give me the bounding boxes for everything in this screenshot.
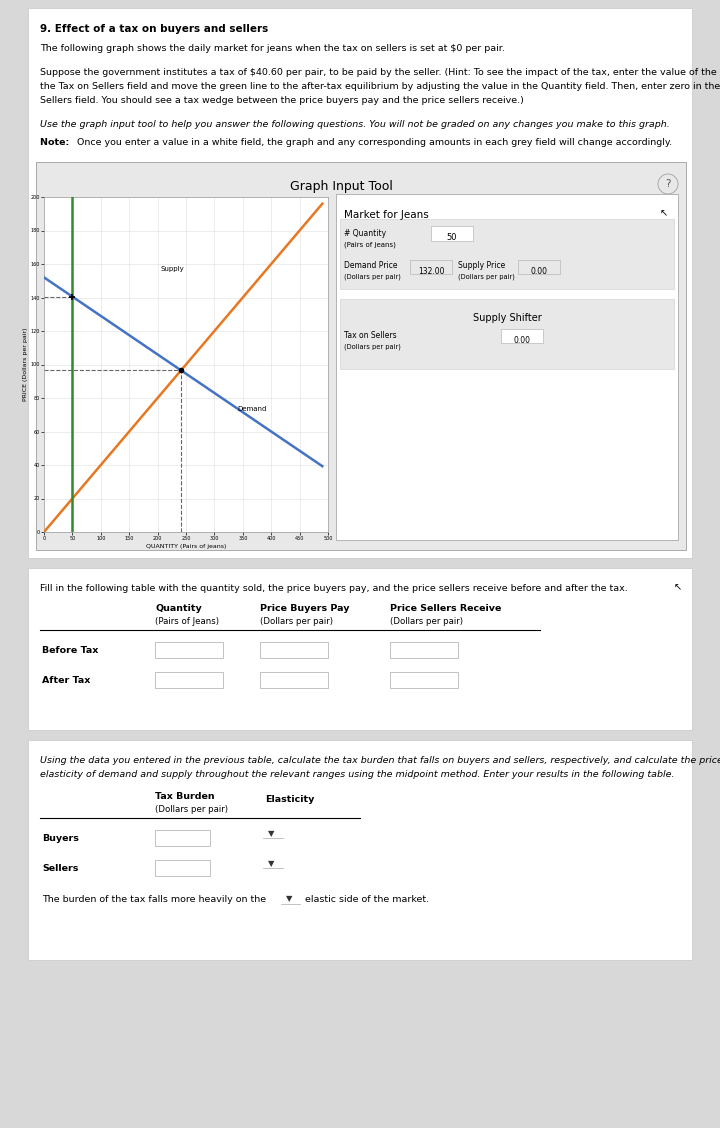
Text: The following graph shows the daily market for jeans when the tax on sellers is : The following graph shows the daily mark… <box>40 44 505 53</box>
FancyBboxPatch shape <box>260 642 328 658</box>
FancyBboxPatch shape <box>36 162 686 550</box>
Text: # Quantity: # Quantity <box>344 229 386 238</box>
FancyBboxPatch shape <box>155 830 210 846</box>
Text: Use the graph input tool to help you answer the following questions. You will no: Use the graph input tool to help you ans… <box>40 120 670 129</box>
Text: (Dollars per pair): (Dollars per pair) <box>155 805 228 814</box>
Text: 50: 50 <box>446 233 457 243</box>
Text: 9. Effect of a tax on buyers and sellers: 9. Effect of a tax on buyers and sellers <box>40 24 269 34</box>
Text: ↖: ↖ <box>660 208 668 218</box>
FancyBboxPatch shape <box>390 642 458 658</box>
FancyBboxPatch shape <box>155 672 223 688</box>
Text: Once you enter a value in a white field, the graph and any corresponding amounts: Once you enter a value in a white field,… <box>77 138 672 147</box>
Text: Suppose the government institutes a tax of $40.60 per pair, to be paid by the se: Suppose the government institutes a tax … <box>40 68 720 77</box>
FancyBboxPatch shape <box>155 642 223 658</box>
FancyBboxPatch shape <box>28 8 692 558</box>
Text: ?: ? <box>665 179 671 190</box>
FancyBboxPatch shape <box>340 299 674 369</box>
Y-axis label: PRICE (Dollars per pair): PRICE (Dollars per pair) <box>23 328 27 402</box>
Text: elastic side of the market.: elastic side of the market. <box>305 895 429 904</box>
FancyBboxPatch shape <box>155 860 210 876</box>
FancyBboxPatch shape <box>260 672 328 688</box>
Text: Supply Price: Supply Price <box>458 261 505 270</box>
Text: Supply Shifter: Supply Shifter <box>472 312 541 323</box>
Text: Supply: Supply <box>161 266 184 272</box>
Text: Price Sellers Receive: Price Sellers Receive <box>390 603 501 613</box>
Text: Quantity: Quantity <box>155 603 202 613</box>
Text: elasticity of demand and supply throughout the relevant ranges using the midpoin: elasticity of demand and supply througho… <box>40 770 675 779</box>
Text: The burden of the tax falls more heavily on the: The burden of the tax falls more heavily… <box>42 895 266 904</box>
FancyBboxPatch shape <box>28 740 692 960</box>
Text: Fill in the following table with the quantity sold, the price buyers pay, and th: Fill in the following table with the qua… <box>40 584 628 593</box>
Text: 132.00: 132.00 <box>418 267 444 276</box>
Text: (Dollars per pair): (Dollars per pair) <box>390 617 463 626</box>
Text: (Dollars per pair): (Dollars per pair) <box>458 273 515 280</box>
FancyBboxPatch shape <box>518 259 560 274</box>
Text: 0.00: 0.00 <box>531 267 547 276</box>
Text: Demand Price: Demand Price <box>344 261 397 270</box>
FancyBboxPatch shape <box>431 226 473 241</box>
Circle shape <box>658 174 678 194</box>
Text: After Tax: After Tax <box>42 676 91 685</box>
Text: the Tax on Sellers field and move the green line to the after-tax equilibrium by: the Tax on Sellers field and move the gr… <box>40 82 720 91</box>
FancyBboxPatch shape <box>340 219 674 289</box>
Text: Sellers: Sellers <box>42 864 78 873</box>
Text: ▼: ▼ <box>286 895 292 904</box>
Text: (Dollars per pair): (Dollars per pair) <box>344 343 401 350</box>
Text: Price Buyers Pay: Price Buyers Pay <box>260 603 349 613</box>
Text: Before Tax: Before Tax <box>42 646 99 655</box>
Text: ▼: ▼ <box>268 829 274 838</box>
Text: Note:: Note: <box>40 138 73 147</box>
Text: 0.00: 0.00 <box>513 336 531 345</box>
Text: Using the data you entered in the previous table, calculate the tax burden that : Using the data you entered in the previo… <box>40 756 720 765</box>
Text: Tax Burden: Tax Burden <box>155 792 215 801</box>
Text: Sellers field. You should see a tax wedge between the price buyers pay and the p: Sellers field. You should see a tax wedg… <box>40 96 524 105</box>
Text: Elasticity: Elasticity <box>265 795 315 804</box>
Text: ▼: ▼ <box>268 860 274 869</box>
Text: (Pairs of jeans): (Pairs of jeans) <box>344 241 396 247</box>
Text: ↖: ↖ <box>674 582 682 592</box>
X-axis label: QUANTITY (Pairs of jeans): QUANTITY (Pairs of jeans) <box>146 544 226 549</box>
Text: Tax on Sellers: Tax on Sellers <box>344 331 397 340</box>
Text: (Dollars per pair): (Dollars per pair) <box>344 273 401 280</box>
FancyBboxPatch shape <box>336 194 678 540</box>
Text: Graph Input Tool: Graph Input Tool <box>289 180 392 193</box>
FancyBboxPatch shape <box>501 329 543 343</box>
FancyBboxPatch shape <box>28 569 692 730</box>
Text: Buyers: Buyers <box>42 834 79 843</box>
Text: Market for Jeans: Market for Jeans <box>344 210 428 220</box>
Text: (Dollars per pair): (Dollars per pair) <box>260 617 333 626</box>
FancyBboxPatch shape <box>410 259 452 274</box>
Text: (Pairs of Jeans): (Pairs of Jeans) <box>155 617 219 626</box>
FancyBboxPatch shape <box>390 672 458 688</box>
Text: Demand: Demand <box>237 406 266 413</box>
